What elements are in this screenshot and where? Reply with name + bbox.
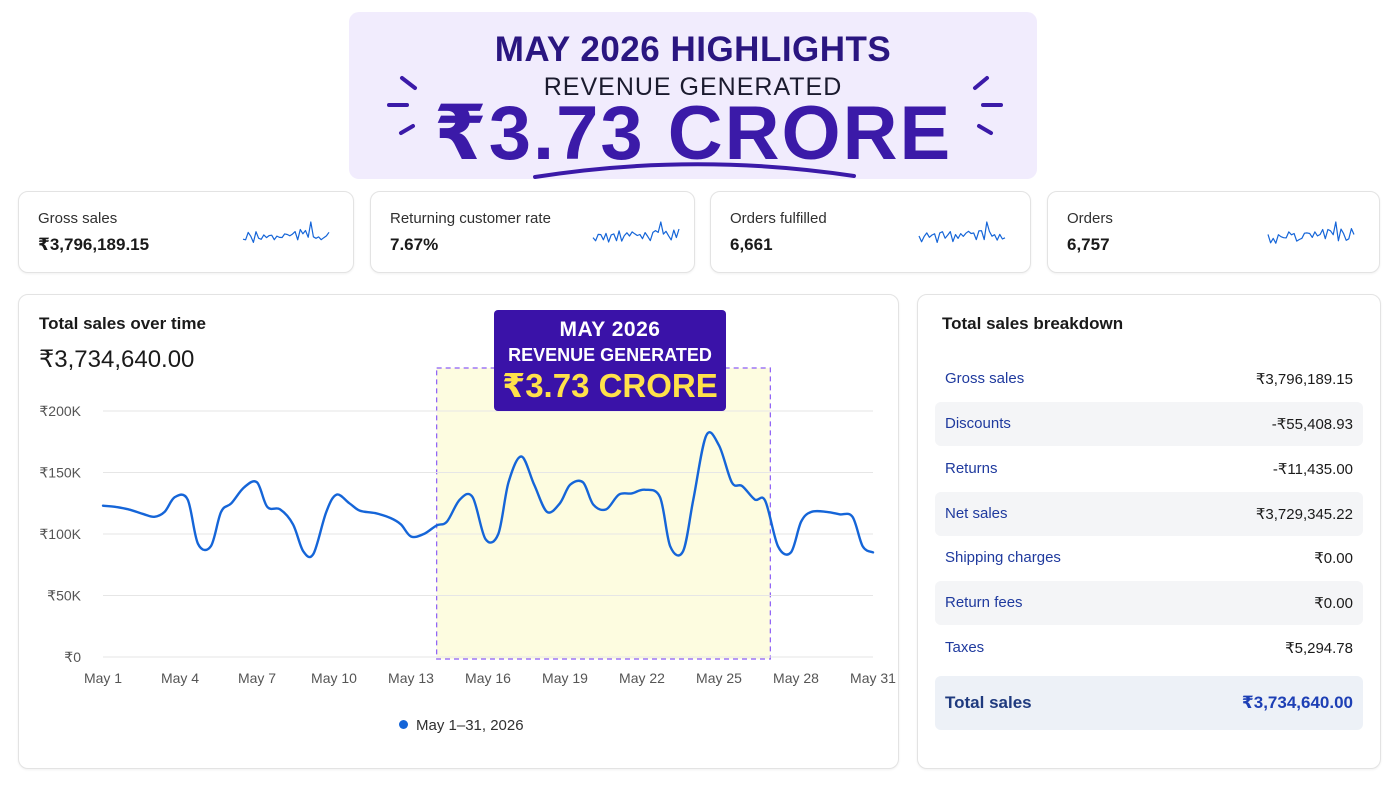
hero-subtitle: REVENUE GENERATED [543,73,843,101]
breakdown-row-net-sales[interactable]: Net sales ₹3,729,345.22 [935,492,1363,536]
kpi-value: 7.67% [390,235,439,254]
y-tick-label: ₹50K [47,588,81,604]
breakdown-row-shipping-charges[interactable]: Shipping charges ₹0.00 [935,536,1363,580]
sparkline-path [918,221,1006,243]
y-tick-label: ₹150K [39,465,81,481]
callout-line2: REVENUE GENERATED [508,345,712,365]
series-line[interactable] [101,431,875,559]
sparkline-icon [242,221,330,243]
kpi-label: Returning customer rate [390,210,551,227]
x-tick-label: May 22 [619,670,665,686]
x-tick-label: May 10 [311,670,357,686]
kpi-value: ₹3,796,189.15 [38,235,150,254]
kpi-label: Orders fulfilled [730,210,827,227]
breakdown-value: ₹3,796,189.15 [1255,371,1353,388]
panel-title: Total sales breakdown [942,314,1124,333]
sparkline-path [592,221,680,243]
callout-line1: MAY 2026 [559,318,661,341]
breakdown-total-label: Total sales [945,693,1032,712]
breakdown-label[interactable]: Return fees [945,594,1023,611]
chart-legend[interactable]: May 1–31, 2026 [399,717,524,734]
sparkline-icon [592,221,680,243]
breakdown-value: -₹55,408.93 [1271,416,1353,433]
x-tick-label: May 16 [465,670,511,686]
breakdown-label[interactable]: Returns [945,460,998,477]
breakdown-label[interactable]: Net sales [945,505,1008,522]
y-tick-label: ₹0 [64,649,81,665]
hero-title: MAY 2026 HIGHLIGHTS [494,30,892,69]
breakdown-label[interactable]: Discounts [945,415,1011,432]
kpi-card-gross-sales[interactable]: Gross sales ₹3,796,189.15 [18,191,354,273]
kpi-card-orders-fulfilled[interactable]: Orders fulfilled 6,661 [710,191,1031,273]
legend-dot-icon [399,720,408,729]
x-tick-label: May 28 [773,670,819,686]
panel-title: Total sales over time [39,314,206,333]
breakdown-label[interactable]: Gross sales [945,370,1025,387]
sparkline-path [1267,221,1355,244]
x-tick-label: May 4 [161,670,199,686]
breakdown-row-total-sales[interactable]: Total sales ₹3,734,640.00 [935,676,1363,730]
breakdown-value: ₹0.00 [1314,550,1353,567]
breakdown-row-gross-sales[interactable]: Gross sales ₹3,796,189.15 [935,357,1363,401]
x-tick-label: May 13 [388,670,434,686]
callout-line3: ₹3.73 CRORE [502,367,718,404]
breakdown-row-discounts[interactable]: Discounts -₹55,408.93 [935,402,1363,446]
breakdown-row-taxes[interactable]: Taxes ₹5,294.78 [935,626,1363,670]
breakdown-label[interactable]: Shipping charges [945,549,1061,566]
sales-breakdown-panel: Total sales breakdown Gross sales ₹3,796… [917,294,1381,769]
breakdown-total-value: ₹3,734,640.00 [1241,693,1353,712]
y-tick-label: ₹200K [39,403,81,419]
x-tick-label: May 1 [84,670,122,686]
highlight-range [436,367,771,660]
kpi-value: 6,661 [730,235,773,254]
x-tick-label: May 7 [238,670,276,686]
hero-amount: ₹3.73 CRORE [433,91,953,176]
breakdown-value: ₹0.00 [1314,595,1353,612]
sparkline-icon [1267,221,1355,244]
legend-label: May 1–31, 2026 [416,717,524,734]
revenue-callout: MAY 2026 REVENUE GENERATED ₹3.73 CRORE [494,310,726,411]
x-tick-label: May 19 [542,670,588,686]
kpi-value: 6,757 [1067,235,1110,254]
x-tick-label: May 31 [850,670,896,686]
kpi-card-orders[interactable]: Orders 6,757 [1047,191,1380,273]
kpi-label: Orders [1067,210,1113,227]
breakdown-value: -₹11,435.00 [1272,461,1353,478]
sales-over-time-panel: Total sales over time ₹3,734,640.00 ₹200… [18,294,899,769]
sales-total: ₹3,734,640.00 [39,346,195,373]
kpi-card-returning-customer-rate[interactable]: Returning customer rate 7.67% [370,191,695,273]
breakdown-row-returns[interactable]: Returns -₹11,435.00 [935,447,1363,491]
sparkline-path [242,221,330,243]
x-tick-label: May 25 [696,670,742,686]
sparkline-icon [918,221,1006,243]
hero-banner: MAY 2026 HIGHLIGHTS REVENUE GENERATED ₹3… [349,12,1037,179]
breakdown-value: ₹5,294.78 [1285,640,1353,657]
kpi-label: Gross sales [38,210,118,227]
breakdown-label[interactable]: Taxes [945,639,985,656]
breakdown-value: ₹3,729,345.22 [1255,506,1353,523]
y-tick-label: ₹100K [39,526,81,542]
breakdown-row-return-fees[interactable]: Return fees ₹0.00 [935,581,1363,625]
